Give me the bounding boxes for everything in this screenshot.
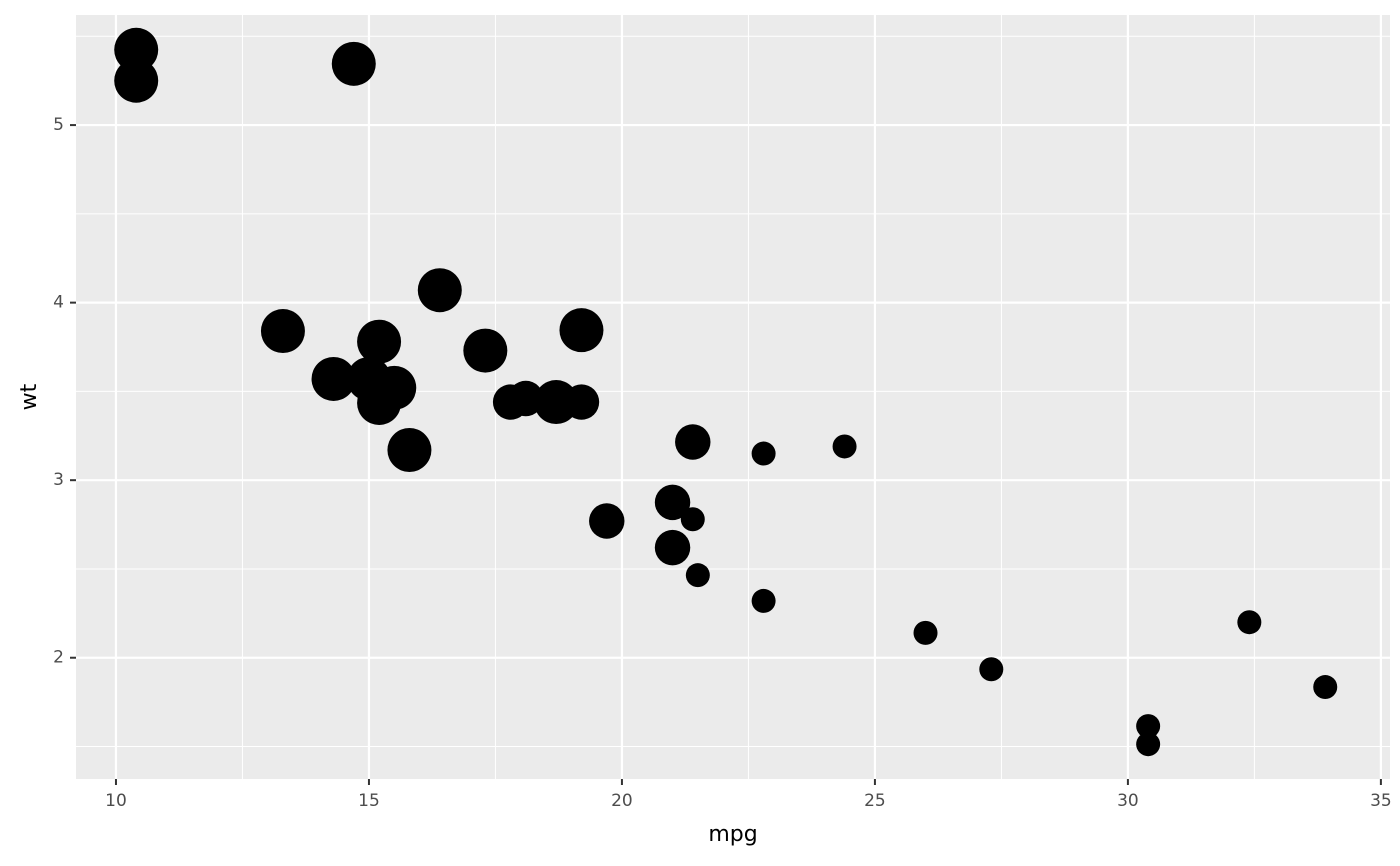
y-axis-title: wt bbox=[17, 383, 42, 410]
x-tick-label: 15 bbox=[358, 791, 380, 811]
y-tick-label: 4 bbox=[53, 293, 64, 313]
point bbox=[559, 308, 604, 353]
point bbox=[1136, 714, 1161, 739]
y-tick-label: 5 bbox=[53, 115, 64, 135]
point bbox=[654, 484, 691, 521]
point bbox=[589, 503, 625, 539]
point bbox=[913, 620, 938, 645]
point bbox=[1136, 732, 1161, 757]
point bbox=[331, 41, 376, 86]
point bbox=[979, 657, 1004, 682]
x-tick-label: 30 bbox=[1117, 791, 1139, 811]
point bbox=[357, 319, 402, 364]
point bbox=[680, 507, 705, 532]
point bbox=[654, 529, 691, 566]
point bbox=[346, 356, 391, 401]
y-tick-label: 3 bbox=[53, 470, 64, 490]
x-tick-label: 20 bbox=[611, 791, 633, 811]
point bbox=[492, 384, 529, 420]
point bbox=[675, 424, 711, 460]
point bbox=[1237, 610, 1262, 635]
point bbox=[832, 434, 857, 459]
point bbox=[751, 588, 776, 613]
x-tick-label: 10 bbox=[105, 791, 127, 811]
panel bbox=[76, 15, 1390, 779]
point bbox=[417, 268, 462, 313]
point bbox=[387, 427, 432, 472]
x-tick-label: 25 bbox=[864, 791, 886, 811]
x-axis-title: mpg bbox=[708, 822, 757, 847]
point bbox=[114, 27, 159, 72]
point bbox=[685, 563, 710, 588]
point bbox=[114, 58, 159, 103]
point bbox=[751, 441, 776, 466]
point bbox=[534, 380, 579, 425]
point bbox=[260, 309, 305, 354]
y-tick-label: 2 bbox=[53, 648, 64, 668]
point bbox=[463, 328, 508, 373]
point bbox=[563, 384, 600, 420]
point bbox=[311, 356, 356, 401]
point bbox=[1313, 675, 1338, 700]
x-tick-label: 35 bbox=[1370, 791, 1392, 811]
